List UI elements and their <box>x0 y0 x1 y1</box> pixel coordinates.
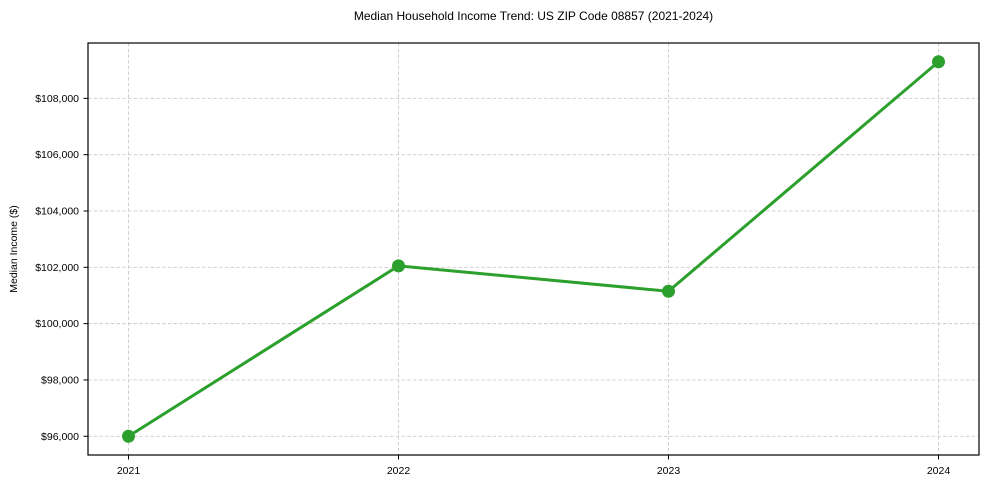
data-point-2023 <box>662 284 675 298</box>
income-trend-line <box>127 60 940 438</box>
data-point-2022 <box>392 259 405 273</box>
data-point-2021 <box>122 429 135 443</box>
x-tick-label: 2021 <box>117 465 141 477</box>
x-tick-label: 2022 <box>387 465 411 477</box>
x-tick-label: 2024 <box>927 465 951 477</box>
y-tick-label: $104,000 <box>35 205 79 217</box>
y-tick-label: $108,000 <box>35 93 79 105</box>
y-tick-label: $106,000 <box>35 149 79 161</box>
y-tick-label: $98,000 <box>41 374 79 386</box>
plot-border <box>87 42 980 456</box>
y-tick-label: $96,000 <box>41 431 79 443</box>
x-tick-label: 2023 <box>657 465 681 477</box>
y-tick-label: $100,000 <box>35 318 79 330</box>
chart-title: Median Household Income Trend: US ZIP Co… <box>353 9 714 23</box>
data-point-2024 <box>932 55 945 69</box>
y-tick-label: $102,000 <box>35 262 79 274</box>
